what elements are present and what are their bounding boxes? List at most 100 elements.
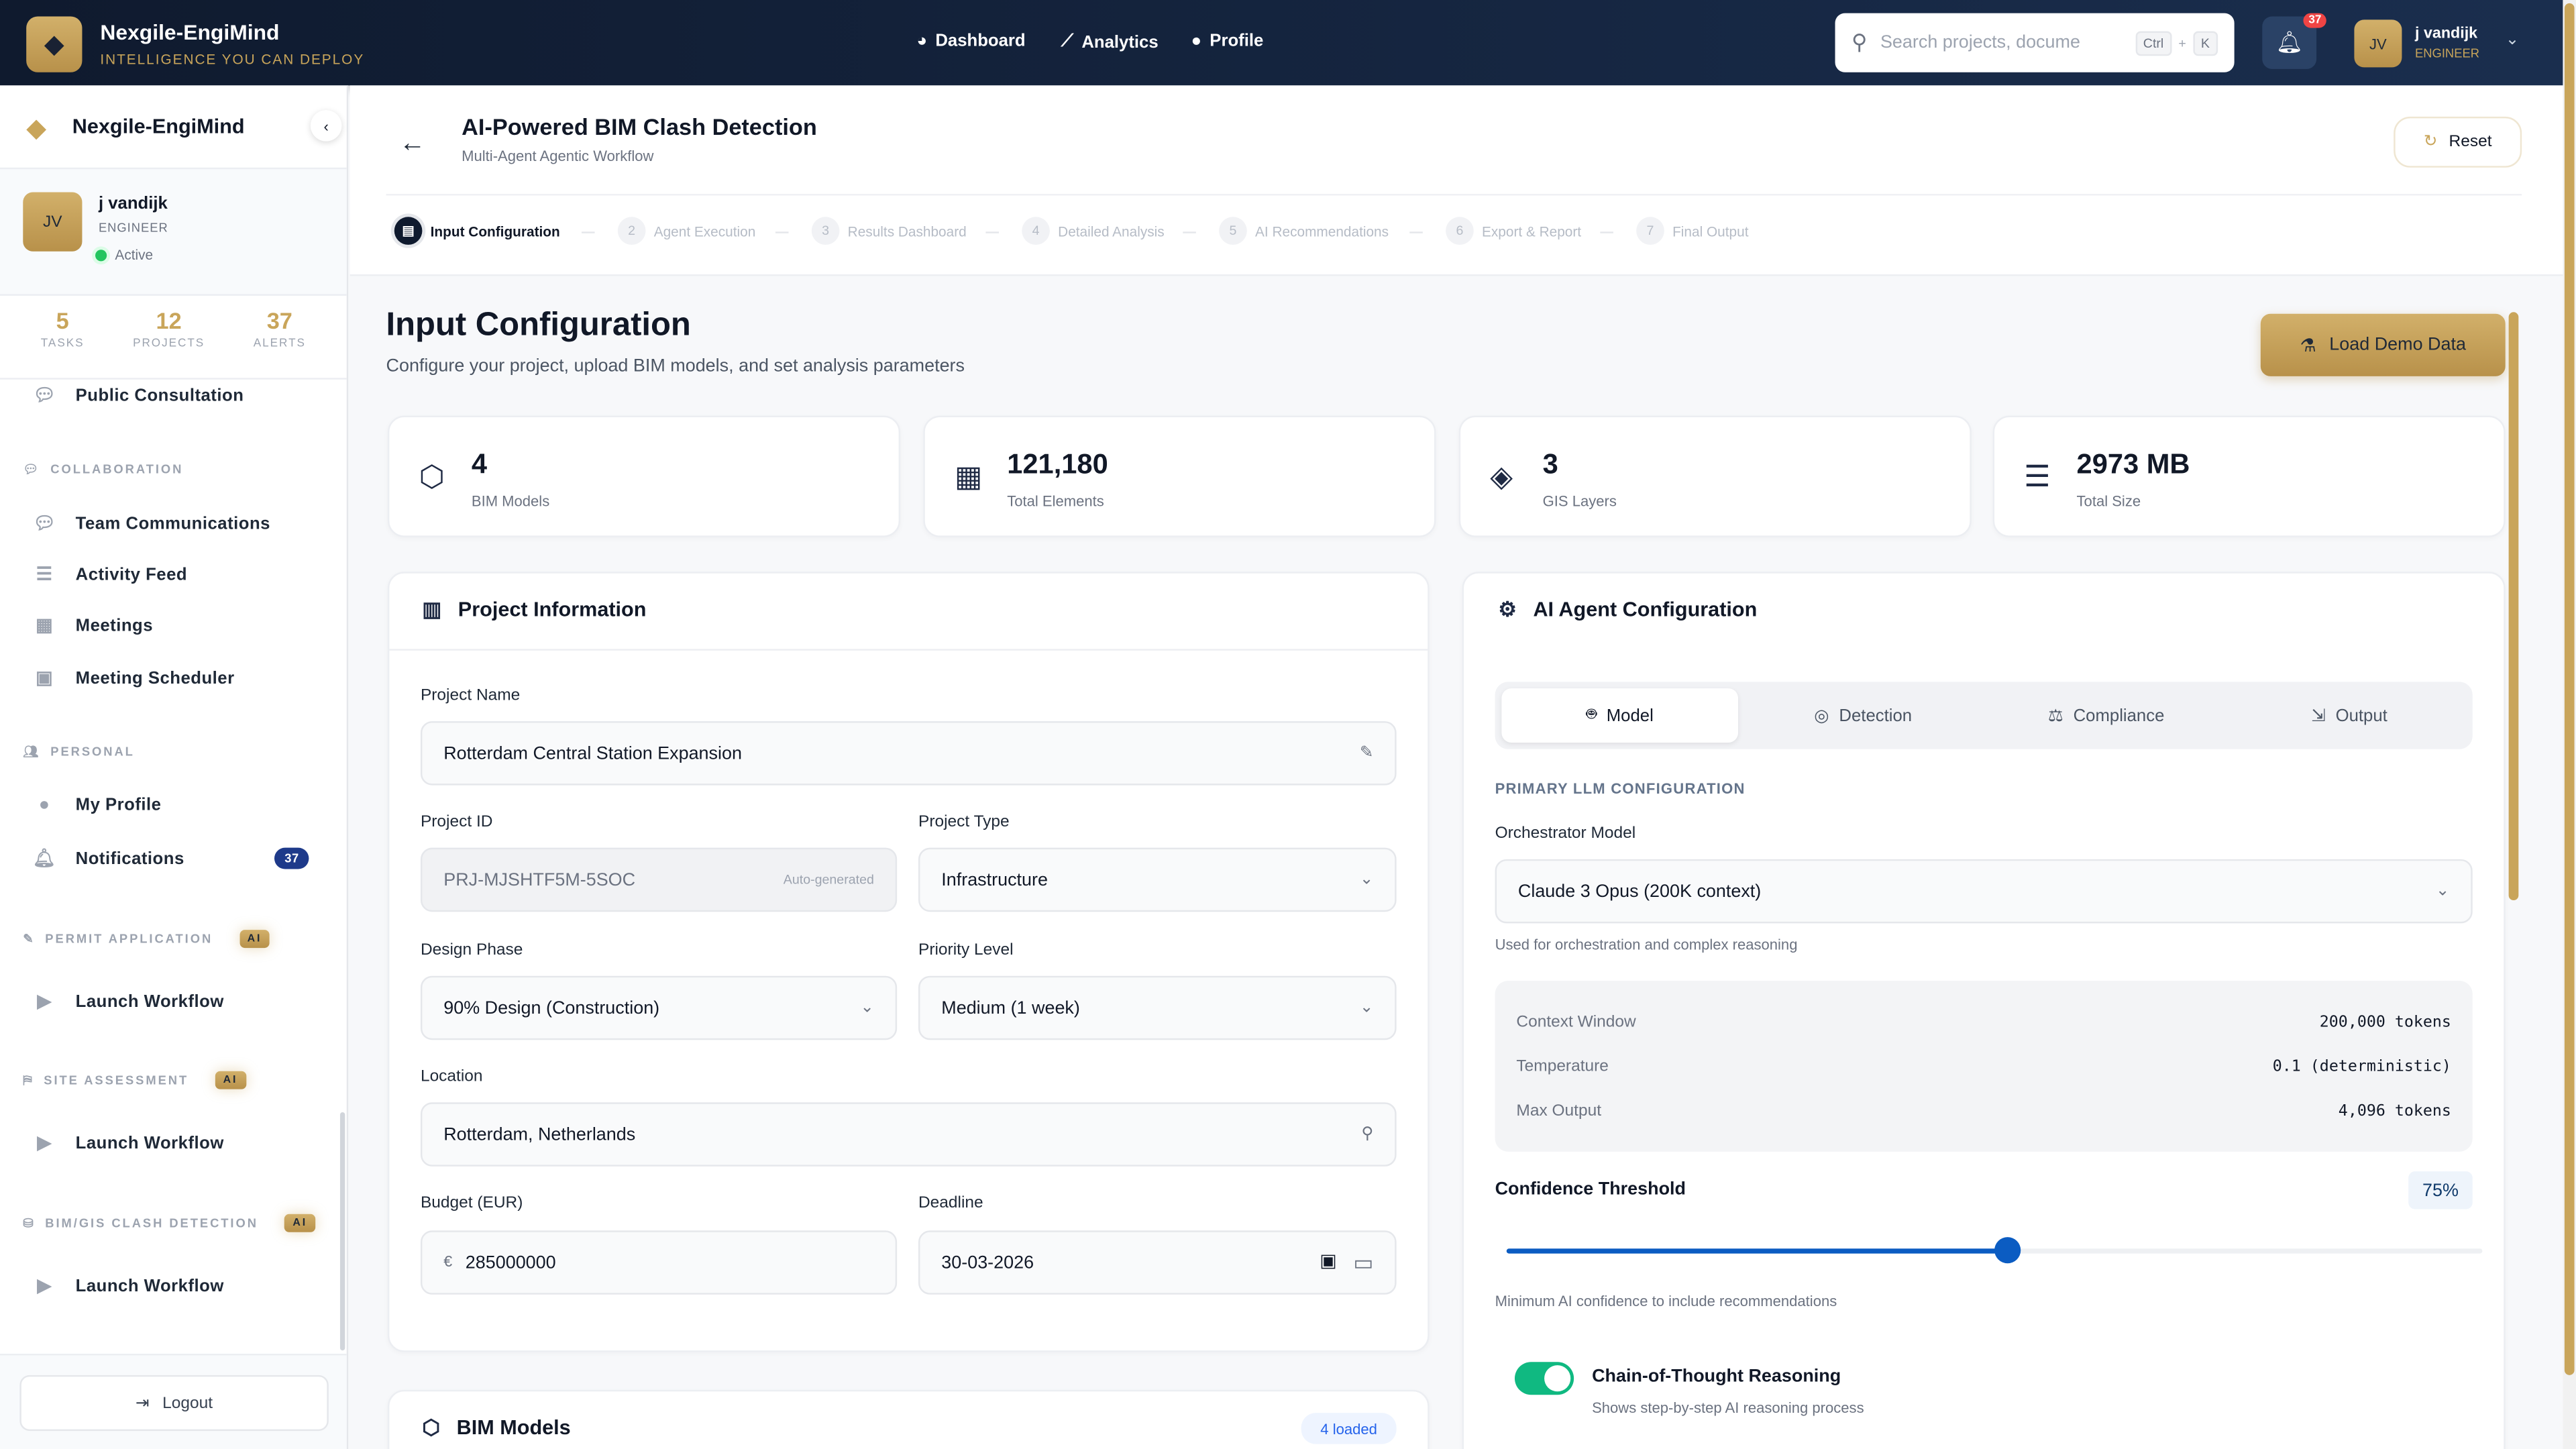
nav-label: Profile <box>1210 31 1264 51</box>
sidebar-item-meetings[interactable]: ▦ Meetings <box>33 614 153 636</box>
sidebar-item-my-profile[interactable]: ● My Profile <box>33 795 161 814</box>
bim-models-card <box>387 1389 1430 1449</box>
step-agent-execution[interactable]: 2 Agent Execution <box>617 217 755 245</box>
status-dot-icon <box>95 249 107 261</box>
tab-label: Output <box>2335 705 2387 726</box>
play-circle-icon: ▶ <box>37 992 52 1012</box>
palette-icon: ◕ <box>916 31 928 51</box>
user-role: ENGINEER <box>98 220 168 235</box>
brand-name: Nexgile-EngiMind <box>100 19 280 45</box>
deadline-value: 30-03-2026 <box>941 1252 1034 1273</box>
section-subtitle: Configure your project, upload BIM model… <box>386 356 965 376</box>
tab-output[interactable]: ⇲ Output <box>2231 688 2468 743</box>
calendar-picker-icon[interactable]: ▣ <box>1320 1250 1337 1271</box>
user-role: ENGINEER <box>2415 46 2479 61</box>
notifications-button[interactable]: 🔔︎ 37 <box>2262 13 2326 69</box>
list-icon: ☰ <box>36 565 53 585</box>
reset-button[interactable]: ↻ Reset <box>2394 116 2522 168</box>
step-export-report[interactable]: 6 Export & Report <box>1446 217 1581 245</box>
section-label: PERSONAL <box>50 744 135 759</box>
page-title: AI-Powered BIM Clash Detection <box>462 113 817 140</box>
chevron-down-icon[interactable]: ⌄ <box>2505 31 2520 50</box>
search-input[interactable]: ⚲ Search projects, docume Ctrl + K <box>1835 13 2235 72</box>
project-type-select[interactable]: Infrastructure ⌄ <box>918 847 1397 912</box>
sidebar-scrollbar[interactable] <box>339 1112 345 1351</box>
comments-icon: 💬︎ <box>32 514 56 534</box>
sidebar-item-label: Public Consultation <box>75 385 244 405</box>
logout-button[interactable]: ⇥ Logout <box>19 1375 329 1432</box>
confidence-hint: Minimum AI confidence to include recomme… <box>1495 1293 1837 1309</box>
project-name-value: Rotterdam Central Station Expansion <box>443 743 742 763</box>
sidebar-item-launch-workflow-permit[interactable]: ▶ Launch Workflow <box>33 991 224 1012</box>
sidebar-item-team-communications[interactable]: 💬︎ Team Communications <box>33 513 270 534</box>
spec-row: Context Window 200,000 tokens <box>1516 1014 2451 1032</box>
tab-compliance[interactable]: ⚖ Compliance <box>1988 688 2224 743</box>
calendar-icon: ▦ <box>36 616 54 636</box>
content-scrollbar[interactable] <box>2508 312 2519 901</box>
tab-detection[interactable]: ◎ Detection <box>1745 688 1982 743</box>
confidence-slider[interactable] <box>1506 1237 2483 1264</box>
nav-dashboard[interactable]: ◕ Dashboard <box>917 32 1026 51</box>
step-ai-recommendations[interactable]: 5 AI Recommendations <box>1219 217 1389 245</box>
cubes-icon: ⛁ <box>23 1216 36 1231</box>
nav-analytics[interactable]: ⟋ Analytics <box>1061 32 1159 53</box>
step-final-output[interactable]: 7 Final Output <box>1636 217 1749 245</box>
load-demo-data-button[interactable]: ⚗ Load Demo Data <box>2260 313 2506 376</box>
spec-key: Temperature <box>1516 1058 1609 1077</box>
stat-alerts: 37 ALERTS <box>254 307 306 350</box>
section-heading: PRIMARY LLM CONFIGURATION <box>1495 780 1746 797</box>
back-arrow-icon[interactable]: ← <box>399 129 426 158</box>
nav-profile[interactable]: ● Profile <box>1191 32 1264 51</box>
budget-input[interactable]: €285000000 <box>420 1230 898 1295</box>
stats-row: 5 TASKS 12 PROJECTS 37 ALERTS <box>0 307 347 350</box>
sidebar-item-public-consultation[interactable]: 💬︎ Public Consultation <box>33 384 244 406</box>
deadline-input[interactable]: 30-03-2026 ▣ ▭ <box>918 1230 1397 1295</box>
sidebar-item-launch-workflow-bim[interactable]: ▶ Launch Workflow <box>33 1275 224 1297</box>
sidebar-item-meeting-scheduler[interactable]: ▣ Meeting Scheduler <box>33 667 235 689</box>
sidebar-item-notifications[interactable]: 🔔︎ Notifications 37 <box>33 847 309 869</box>
map-icon: ⛿ <box>23 1071 34 1087</box>
sidebar-item-label: Team Communications <box>75 513 270 533</box>
avatar[interactable]: JV <box>2354 19 2402 68</box>
orchestrator-model-select[interactable]: Claude 3 Opus (200K context) ⌄ <box>1495 859 2473 924</box>
step-input-configuration[interactable]: ▤ Input Configuration <box>394 217 560 245</box>
project-name-input[interactable]: Rotterdam Central Station Expansion ✎ <box>420 721 1397 786</box>
play-circle-icon: ▶ <box>37 1133 52 1154</box>
location-input[interactable]: Rotterdam, Netherlands ⚲ <box>420 1102 1397 1167</box>
step-results-dashboard[interactable]: 3 Results Dashboard <box>811 217 967 245</box>
collapse-sidebar-button[interactable]: ‹ <box>310 110 342 142</box>
user-icon: ● <box>38 795 50 815</box>
slider-thumb[interactable] <box>1994 1237 2021 1264</box>
logout-icon: ⇥ <box>136 1393 150 1412</box>
step-detailed-analysis[interactable]: 4 Detailed Analysis <box>1022 217 1165 245</box>
kpi-total-elements: ▦ 121,180 Total Elements <box>923 415 1436 537</box>
models-loaded-badge: 4 loaded <box>1301 1413 1397 1444</box>
sidebar-item-launch-workflow-site[interactable]: ▶ Launch Workflow <box>33 1132 224 1154</box>
sidebar-item-label: My Profile <box>75 795 162 815</box>
calendar-icon: ▣ <box>36 668 54 689</box>
load-demo-label: Load Demo Data <box>2329 335 2466 355</box>
design-phase-select[interactable]: 90% Design (Construction) ⌄ <box>420 975 898 1040</box>
kpi-gis-layers: ◈ 3 GIS Layers <box>1458 415 1972 537</box>
export-icon: ⇲ <box>2311 705 2326 726</box>
reset-label: Reset <box>2449 133 2492 152</box>
sidebar-item-label: Launch Workflow <box>75 991 224 1012</box>
step-number: 4 <box>1022 217 1050 245</box>
page-scrollbar-track[interactable] <box>2563 0 2576 1449</box>
step-label: AI Recommendations <box>1255 222 1389 239</box>
section-label: COLLABORATION <box>50 462 184 477</box>
chevron-down-icon: ⌄ <box>2435 882 2450 901</box>
user-cog-icon: 👥︎ <box>23 744 41 759</box>
calendar-icon: ▭ <box>1353 1249 1374 1275</box>
budget-value: 285000000 <box>465 1252 556 1273</box>
page-scrollbar-thumb[interactable] <box>2564 3 2575 1375</box>
sidebar-footer: ⇥ Logout <box>0 1353 347 1449</box>
sidebar-item-label: Notifications <box>75 848 184 869</box>
design-phase-value: 90% Design (Construction) <box>443 998 660 1018</box>
card-title: ⚙ AI Agent Configuration <box>1498 596 1757 621</box>
sidebar-item-activity-feed[interactable]: ☰ Activity Feed <box>33 564 187 585</box>
chain-of-thought-toggle[interactable] <box>1514 1362 1574 1395</box>
priority-level-select[interactable]: Medium (1 week) ⌄ <box>918 975 1397 1040</box>
sidebar-item-label: Activity Feed <box>75 564 188 584</box>
tab-model[interactable]: 🤖︎ Model <box>1501 688 1739 743</box>
